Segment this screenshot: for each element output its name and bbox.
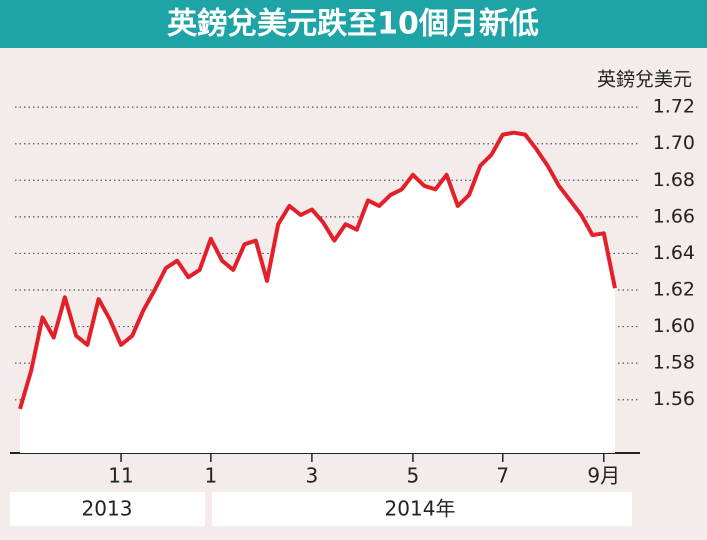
- y-axis-label: 英鎊兌美元: [597, 69, 692, 91]
- y-tick-label: 1.68: [653, 169, 695, 191]
- year-box: [212, 492, 632, 526]
- y-tick-label: 1.56: [653, 388, 695, 410]
- x-tick-label: 5: [407, 464, 420, 488]
- y-tick-label: 1.58: [653, 352, 695, 374]
- x-tick-label: 1: [204, 464, 217, 488]
- y-tick-label: 1.60: [653, 315, 695, 337]
- year-box: [10, 492, 205, 526]
- x-tick-label: 3: [306, 464, 319, 488]
- area: [20, 132, 615, 453]
- y-tick-label: 1.70: [653, 132, 695, 154]
- y-tick-label: 1.62: [653, 279, 695, 301]
- y-tick-label: 1.64: [653, 242, 695, 264]
- x-tick-label: 11: [108, 464, 133, 488]
- title-bar: [0, 0, 707, 48]
- y-tick-label: 1.66: [653, 205, 695, 227]
- year-label: 2014年: [385, 497, 456, 521]
- year-label: 2013: [82, 497, 133, 521]
- line: [18, 130, 617, 410]
- x-tick-label: 9月: [587, 464, 620, 488]
- x-tick-label: 7: [496, 464, 509, 488]
- chart-title: 英鎊兌美元跌至10個月新低: [167, 7, 539, 42]
- y-tick-label: 1.72: [653, 96, 695, 118]
